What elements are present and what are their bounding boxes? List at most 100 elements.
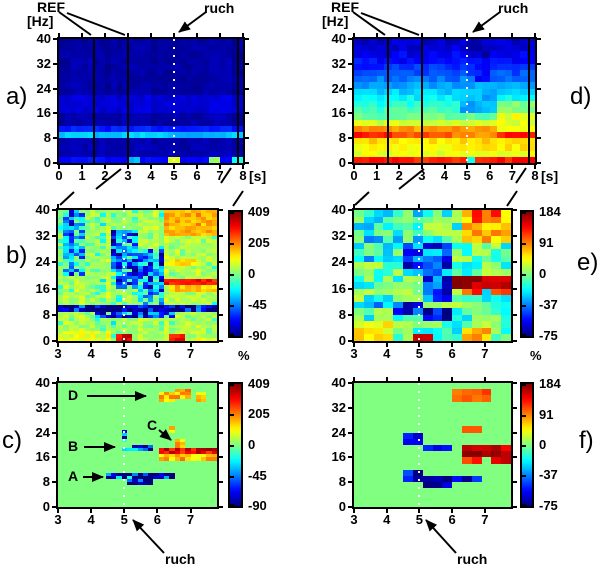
colorbar-tick: [522, 334, 526, 336]
ref-interval-line: [528, 39, 531, 163]
zoom-break-mark: [354, 191, 370, 206]
panel-label-e: e): [577, 249, 599, 276]
y-axis-tick-label: 40: [331, 31, 346, 46]
x-axis-tick-label: 4: [440, 168, 449, 183]
colorbar-tick: [230, 445, 234, 447]
y-axis-tick-label: 40: [331, 202, 346, 217]
x-axis-tick-label: 6: [486, 168, 494, 183]
axis-tick: [123, 204, 126, 208]
axis-tick: [189, 343, 192, 347]
axis-tick: [348, 209, 352, 211]
axis-tick: [513, 431, 517, 434]
x-axis-tick-label: 5: [415, 512, 424, 527]
y-axis-tick-label: 16: [35, 449, 50, 465]
axis-tick: [385, 509, 388, 513]
axis-tick: [189, 204, 192, 208]
axis-tick: [385, 204, 388, 208]
colorbar-tick: [230, 305, 234, 307]
axis-tick: [511, 165, 514, 169]
axis-tick: [418, 509, 421, 513]
panel-label-a: a): [6, 83, 28, 110]
axis-tick: [348, 287, 352, 290]
axis-tick: [219, 456, 223, 459]
axis-tick: [52, 406, 56, 409]
y-axis-tick-label: 8: [338, 306, 346, 322]
colorbar-tick: [230, 334, 234, 336]
x-axis-tick-label: 3: [350, 512, 358, 527]
axis-tick: [513, 313, 517, 316]
ref-interval-line: [127, 39, 129, 163]
axis-tick: [348, 112, 352, 115]
axis-tick: [513, 456, 517, 459]
axis-tick: [219, 382, 223, 384]
x-axis-tick-label: 3: [124, 168, 132, 183]
axis-tick: [353, 165, 355, 169]
axis-tick: [150, 33, 152, 37]
x-axis-tick-label: 4: [383, 512, 391, 527]
y-axis-tick-label: 24: [35, 424, 50, 440]
axis-tick: [90, 509, 93, 513]
colorbar-tick-label: -90: [248, 328, 267, 343]
colorbar-tick: [522, 243, 526, 246]
axis-tick: [483, 377, 486, 381]
axis-tick: [353, 509, 355, 513]
axis-tick: [537, 112, 541, 115]
axis-tick: [245, 162, 249, 164]
axis-tick: [196, 33, 198, 37]
axis-tick: [53, 137, 57, 140]
axis-tick: [245, 62, 249, 65]
axis-tick: [156, 343, 159, 347]
x-axis-unit-left: [s]: [249, 168, 267, 184]
panel-b-percent-map: [56, 208, 219, 343]
panel-f-significance-map: [352, 381, 513, 509]
panel-label-d: d): [570, 83, 592, 110]
axis-tick: [90, 343, 93, 347]
colorbar-tick: [522, 445, 526, 447]
y-axis-tick-label: 32: [331, 399, 346, 415]
axis-tick: [52, 209, 56, 211]
axis-tick: [189, 377, 192, 381]
y-axis-tick-label: 8: [338, 130, 346, 146]
axis-tick: [348, 431, 352, 434]
x-axis-tick-label: 7: [481, 346, 489, 361]
x-axis-tick-label: 6: [448, 512, 456, 527]
y-axis-tick-label: 8: [43, 130, 51, 146]
axis-tick: [219, 406, 223, 409]
axis-tick: [57, 204, 59, 208]
colorbar-tick-label: 91: [539, 235, 554, 251]
y-axis-tick-label: 16: [331, 105, 346, 121]
axis-tick: [537, 162, 541, 164]
axis-tick: [219, 431, 223, 434]
y-axis-tick-label: 16: [36, 105, 51, 121]
ref-connector-line: [360, 12, 420, 36]
x-axis-tick-label: 1: [373, 168, 381, 183]
y-axis-tick-label: 32: [35, 228, 50, 244]
axis-tick: [348, 313, 352, 316]
x-axis-tick-label: 3: [350, 346, 358, 361]
x-axis-tick-label: 7: [186, 512, 195, 527]
y-axis-tick-label: 16: [35, 280, 50, 296]
axis-tick: [513, 261, 517, 264]
ruch-label-top-left: ruch: [204, 0, 235, 16]
axis-tick: [418, 204, 421, 208]
colorbar-tick-label: -45: [248, 467, 267, 483]
axis-tick: [398, 33, 401, 37]
axis-tick: [483, 509, 486, 513]
axis-tick: [245, 87, 249, 90]
axis-tick: [173, 33, 175, 37]
ref-interval-line: [386, 39, 389, 163]
axis-tick: [219, 33, 221, 37]
panel-c-significance-map: [56, 381, 219, 509]
axis-tick: [348, 38, 352, 40]
colorbar-tick-label: -75: [539, 328, 558, 343]
axis-tick: [488, 33, 491, 37]
axis-tick: [443, 33, 446, 37]
axis-tick: [348, 62, 352, 65]
axis-tick: [348, 162, 352, 164]
x-axis-tick-label: 1: [78, 168, 86, 183]
colorbar-tick: [522, 414, 526, 417]
axis-tick: [513, 481, 517, 484]
x-axis-tick-label: 3: [54, 512, 62, 527]
x-axis-tick-label: 7: [481, 512, 489, 527]
